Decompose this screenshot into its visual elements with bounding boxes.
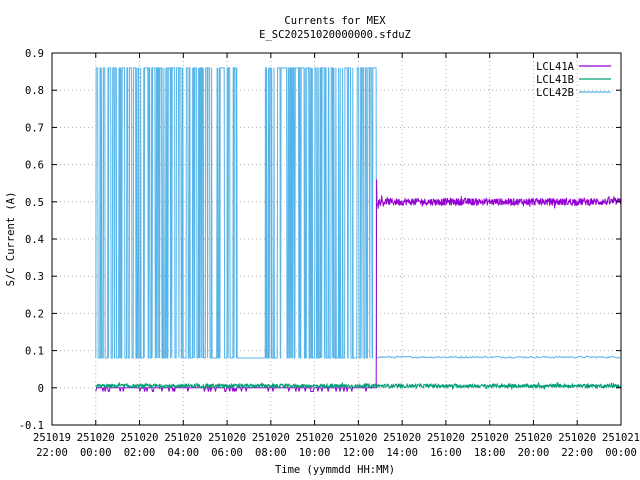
x-tick-label: 16:00 <box>430 447 462 459</box>
y-tick-label: 0.9 <box>25 48 44 60</box>
y-tick-label: 0.1 <box>25 346 44 358</box>
x-tick-label: 251020 <box>164 432 202 444</box>
x-tick-label: 251020 <box>383 432 421 444</box>
plot-area <box>95 67 622 392</box>
x-tick-label: 10:00 <box>299 447 331 459</box>
x-tick-label: 18:00 <box>474 447 506 459</box>
y-tick-label: 0.6 <box>25 160 44 172</box>
y-tick-label: 0.5 <box>25 197 44 209</box>
x-tick-label: 08:00 <box>255 447 287 459</box>
x-tick-label: 251020 <box>558 432 596 444</box>
x-tick-label: 00:00 <box>605 447 637 459</box>
x-axis-label: Time (yymmdd HH:MM) <box>275 464 395 476</box>
x-tick-label: 20:00 <box>518 447 550 459</box>
legend-label-lcl41a: LCL41A <box>536 61 575 73</box>
x-tick-label: 251020 <box>121 432 159 444</box>
series-line-lcl42b <box>95 67 621 360</box>
x-tick-label: 251020 <box>514 432 552 444</box>
series-line-lcl41b <box>95 381 622 390</box>
series-lcl42b <box>95 67 621 360</box>
y-axis-label: S/C Current (A) <box>5 192 17 287</box>
x-tick-label: 02:00 <box>124 447 156 459</box>
legend-label-lcl41b: LCL41B <box>536 74 574 86</box>
y-tick-label: 0.2 <box>25 308 44 320</box>
legend-label-lcl42b: LCL42B <box>536 87 574 99</box>
y-tick-label: -0.1 <box>19 420 44 432</box>
x-tick-label: 251020 <box>427 432 465 444</box>
x-tick-label: 251020 <box>339 432 377 444</box>
x-tick-label: 251021 <box>602 432 640 444</box>
x-tick-label: 00:00 <box>80 447 112 459</box>
x-tick-label: 22:00 <box>561 447 593 459</box>
x-tick-label: 06:00 <box>211 447 243 459</box>
y-tick-label: 0.8 <box>25 85 44 97</box>
x-tick-label: 12:00 <box>343 447 375 459</box>
x-tick-label: 251020 <box>208 432 246 444</box>
y-tick-label: 0.7 <box>25 122 44 134</box>
x-tick-label: 14:00 <box>386 447 418 459</box>
y-tick-label: 0.4 <box>25 234 44 246</box>
chart-title: Currents for MEX <box>284 15 386 27</box>
x-tick-label: 251020 <box>471 432 509 444</box>
y-tick-label: 0.3 <box>25 271 44 283</box>
series-lcl41b <box>95 381 622 390</box>
x-tick-label: 251020 <box>296 432 334 444</box>
y-axis: -0.1 0 0.1 0.2 0.3 0.4 0.5 0.6 0.7 0.8 0.9 <box>19 48 621 432</box>
x-tick-label: 04:00 <box>168 447 200 459</box>
x-tick-label: 22:00 <box>36 447 68 459</box>
chart-subtitle: E_SC20251020000000.sfduZ <box>259 29 411 41</box>
x-tick-label: 251020 <box>252 432 290 444</box>
y-tick-label: 0 <box>38 383 44 395</box>
x-tick-label: 251019 <box>33 432 71 444</box>
x-axis: 251019 22:00 251020 00:00 251020 02:00 251020 0… <box>33 53 640 459</box>
x-tick-label: 251020 <box>77 432 115 444</box>
